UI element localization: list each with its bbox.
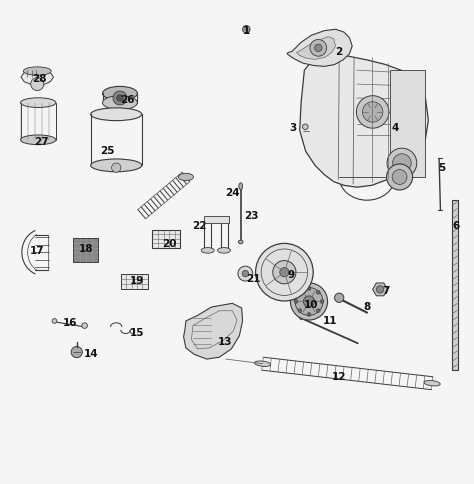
Text: 14: 14	[83, 349, 98, 360]
Circle shape	[303, 296, 315, 307]
Text: 21: 21	[246, 274, 261, 284]
Ellipse shape	[238, 240, 243, 244]
Polygon shape	[183, 303, 243, 359]
Text: 2: 2	[336, 46, 343, 57]
Circle shape	[294, 300, 298, 303]
Circle shape	[387, 164, 412, 190]
Polygon shape	[287, 29, 352, 66]
Circle shape	[356, 96, 389, 128]
Text: 11: 11	[323, 316, 337, 326]
Text: 17: 17	[30, 246, 45, 257]
Circle shape	[316, 309, 320, 313]
Circle shape	[31, 77, 44, 91]
Circle shape	[113, 91, 127, 105]
Text: 24: 24	[225, 188, 240, 198]
Circle shape	[298, 290, 301, 294]
Circle shape	[291, 283, 328, 320]
Circle shape	[82, 323, 87, 329]
Text: 26: 26	[120, 95, 135, 106]
Ellipse shape	[239, 183, 243, 190]
Circle shape	[298, 309, 301, 313]
Polygon shape	[296, 37, 336, 60]
Text: 1: 1	[243, 26, 250, 36]
Circle shape	[335, 293, 344, 302]
Ellipse shape	[91, 108, 142, 121]
Circle shape	[307, 313, 311, 317]
Ellipse shape	[178, 173, 193, 181]
Circle shape	[111, 163, 121, 172]
Text: 8: 8	[364, 302, 371, 312]
Text: 4: 4	[391, 123, 399, 133]
Circle shape	[387, 148, 417, 178]
Bar	[73, 238, 98, 261]
Polygon shape	[300, 54, 428, 187]
Text: 13: 13	[218, 337, 233, 347]
Text: 9: 9	[288, 270, 295, 280]
Text: 6: 6	[453, 221, 460, 231]
Circle shape	[376, 286, 384, 293]
Circle shape	[71, 347, 82, 358]
Circle shape	[273, 260, 296, 284]
Circle shape	[392, 169, 407, 184]
Circle shape	[238, 266, 253, 281]
Bar	[121, 273, 148, 289]
Circle shape	[307, 287, 311, 290]
Circle shape	[363, 102, 383, 122]
Text: 10: 10	[304, 300, 319, 310]
Circle shape	[255, 243, 313, 301]
Text: 22: 22	[192, 221, 207, 231]
Circle shape	[117, 95, 123, 101]
Circle shape	[392, 154, 411, 172]
Circle shape	[52, 318, 57, 323]
Circle shape	[316, 290, 320, 294]
Circle shape	[295, 287, 323, 316]
Circle shape	[280, 268, 289, 277]
Bar	[203, 216, 228, 223]
Circle shape	[310, 40, 327, 56]
Circle shape	[315, 44, 322, 52]
Ellipse shape	[91, 159, 142, 172]
Text: 20: 20	[163, 239, 177, 249]
Ellipse shape	[424, 380, 440, 386]
Bar	[390, 70, 425, 177]
Ellipse shape	[102, 86, 137, 100]
Polygon shape	[21, 69, 54, 85]
Ellipse shape	[255, 361, 271, 366]
Text: 15: 15	[130, 328, 145, 337]
Circle shape	[242, 271, 248, 277]
Text: 27: 27	[35, 137, 49, 147]
Text: 16: 16	[63, 318, 77, 328]
Bar	[153, 230, 180, 248]
Text: 25: 25	[100, 147, 114, 156]
Text: 19: 19	[130, 276, 144, 287]
Ellipse shape	[20, 135, 56, 145]
Text: 28: 28	[32, 75, 47, 84]
Ellipse shape	[201, 248, 214, 253]
Ellipse shape	[102, 96, 137, 109]
Text: 7: 7	[382, 286, 389, 296]
Ellipse shape	[23, 67, 51, 75]
Text: 3: 3	[289, 123, 296, 133]
Text: 5: 5	[438, 163, 445, 173]
Text: 23: 23	[244, 212, 258, 222]
Text: 18: 18	[79, 244, 93, 254]
Ellipse shape	[20, 98, 56, 107]
Polygon shape	[373, 283, 388, 296]
Circle shape	[243, 26, 250, 33]
Ellipse shape	[218, 248, 230, 253]
Text: 12: 12	[332, 372, 346, 382]
Circle shape	[302, 124, 308, 130]
Bar	[452, 200, 457, 370]
Circle shape	[320, 300, 324, 303]
